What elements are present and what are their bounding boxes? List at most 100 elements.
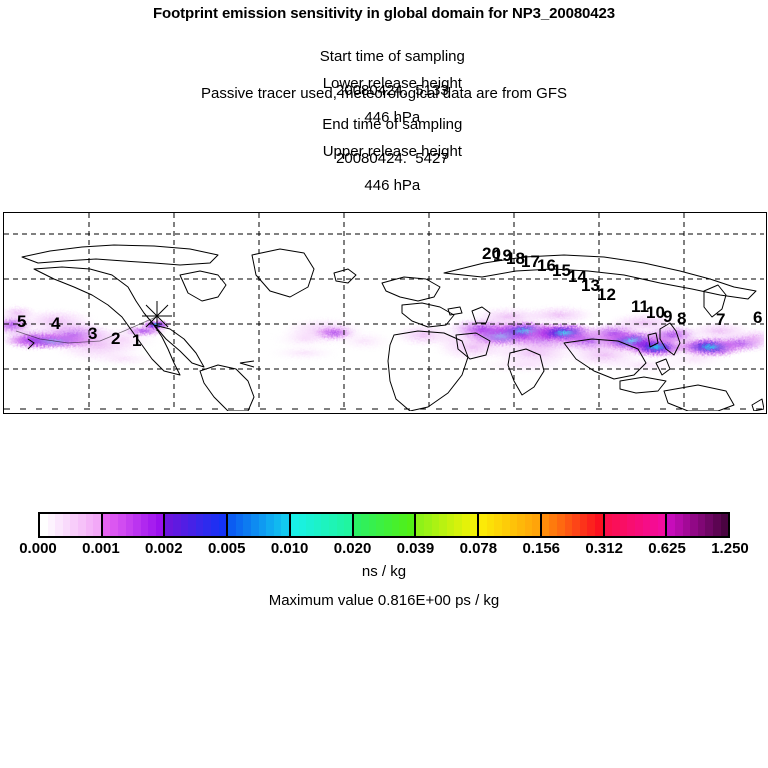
colorbar-cell bbox=[133, 514, 141, 536]
colorbar-cell bbox=[211, 514, 219, 536]
sampling-time-line: Start time of sampling 20080424. 5133 En… bbox=[0, 31, 768, 184]
colorbar-cell bbox=[564, 514, 573, 536]
colorbar-cell bbox=[454, 514, 462, 536]
colorbar-cell bbox=[416, 514, 424, 536]
colorbar-tick-0: 0.000 bbox=[19, 540, 57, 557]
day-label-15: 15 bbox=[552, 261, 571, 280]
maximum-value-label: Maximum value 0.816E+00 ps / kg bbox=[268, 592, 500, 609]
colorbar-cell bbox=[705, 514, 713, 536]
footprint-heatmap bbox=[4, 213, 764, 411]
lower-release-label: Lower release height bbox=[322, 75, 462, 92]
colorbar-cell bbox=[173, 514, 181, 536]
colorbar-cell bbox=[541, 514, 550, 536]
colorbar-cell bbox=[344, 514, 352, 536]
colorbar-cell bbox=[102, 514, 111, 536]
map-canvas bbox=[4, 213, 764, 411]
colorbar-cell bbox=[250, 514, 259, 536]
colorbar-segment-10 bbox=[667, 514, 729, 536]
colorbar-tick-10: 0.625 bbox=[648, 540, 686, 557]
day-label-12: 12 bbox=[597, 285, 616, 304]
day-label-7: 7 bbox=[716, 310, 726, 329]
colorbar-cell bbox=[627, 514, 635, 536]
sampling-start-value: 20080424. 5133 bbox=[336, 82, 449, 99]
day-label-1: 1 bbox=[132, 331, 142, 350]
colorbar bbox=[38, 512, 730, 538]
colorbar-cell bbox=[509, 514, 518, 536]
colorbar-tick-5: 0.020 bbox=[333, 540, 372, 557]
colorbar-tick-1: 0.001 bbox=[82, 540, 120, 557]
colorbar-unit-label: ns / kg bbox=[361, 563, 407, 580]
colorbar-cell bbox=[469, 514, 478, 536]
colorbar-cell bbox=[642, 514, 651, 536]
colorbar-cell bbox=[532, 514, 540, 536]
colorbar-tick-labels: 0.000 0.001 0.002 0.005 0.010 0.020 0.039 0.078… bbox=[0, 540, 768, 560]
colorbar-cell bbox=[321, 514, 329, 536]
upper-release-label: Upper release height bbox=[322, 143, 462, 160]
colorbar-tick-9: 0.312 bbox=[585, 540, 623, 557]
colorbar-cell bbox=[40, 514, 48, 536]
colorbar-cell bbox=[667, 514, 675, 536]
day-label-16: 16 bbox=[537, 256, 556, 275]
colorbar-cell bbox=[391, 514, 400, 536]
colorbar-cell bbox=[140, 514, 149, 536]
colorbar-cell bbox=[298, 514, 307, 536]
colorbar-cell bbox=[258, 514, 267, 536]
colorbar-cell bbox=[579, 514, 588, 536]
colorbar-segment-1 bbox=[102, 514, 166, 536]
colorbar-tick-2: 0.002 bbox=[145, 540, 183, 557]
sampling-start-label: Start time of sampling bbox=[319, 48, 465, 65]
colorbar-cell bbox=[70, 514, 78, 536]
colorbar-segment-0 bbox=[40, 514, 103, 536]
colorbar-cell bbox=[125, 514, 134, 536]
colorbar-cell bbox=[524, 514, 533, 536]
colorbar-cell bbox=[188, 514, 196, 536]
day-label-19: 19 bbox=[493, 246, 512, 265]
day-label-4: 4 bbox=[51, 314, 61, 333]
release-point-star bbox=[142, 301, 172, 331]
release-height-line: Lower release height 446 hPa Upper relea… bbox=[0, 58, 768, 211]
colorbar-cell bbox=[587, 514, 596, 536]
colorbar-cell bbox=[77, 514, 86, 536]
colorbar-cell bbox=[228, 514, 236, 536]
colorbar-cell bbox=[243, 514, 251, 536]
colorbar-cell bbox=[461, 514, 470, 536]
day-label-11: 11 bbox=[631, 297, 649, 316]
day-label-14: 14 bbox=[568, 267, 587, 286]
colorbar-cell bbox=[55, 514, 63, 536]
colorbar-cell bbox=[148, 514, 156, 536]
colorbar-cell bbox=[336, 514, 345, 536]
day-label-3: 3 bbox=[88, 324, 98, 343]
colorbar-segment-3 bbox=[228, 514, 291, 536]
colorbar-cell bbox=[431, 514, 440, 536]
colorbar-cell bbox=[47, 514, 56, 536]
day-label-13: 13 bbox=[581, 276, 600, 295]
colorbar-segment-2 bbox=[165, 514, 229, 536]
trajectory-overlay bbox=[15, 316, 255, 368]
colorbar-tick-7: 0.078 bbox=[459, 540, 498, 557]
colorbar-cell bbox=[62, 514, 71, 536]
colorbar-segment-8 bbox=[541, 514, 605, 536]
tracer-note: Passive tracer used, meteorological data… bbox=[201, 85, 567, 102]
colorbar-cell bbox=[195, 514, 204, 536]
colorbar-cell bbox=[720, 514, 729, 536]
colorbar-cell bbox=[424, 514, 432, 536]
colorbar-cell bbox=[281, 514, 289, 536]
colorbar-cell bbox=[619, 514, 628, 536]
colorbar-cell bbox=[306, 514, 314, 536]
day-label-18: 18 bbox=[506, 249, 525, 268]
colorbar-segment-9 bbox=[604, 514, 668, 536]
colorbar-cell bbox=[486, 514, 495, 536]
colorbar-cell bbox=[93, 514, 101, 536]
colorbar-cell bbox=[479, 514, 487, 536]
colorbar-cell bbox=[235, 514, 244, 536]
colorbar-cell bbox=[353, 514, 362, 536]
page-title: Footprint emission sensitivity in global… bbox=[152, 5, 616, 22]
colorbar-cell bbox=[517, 514, 525, 536]
lower-release-value: 446 hPa bbox=[364, 109, 421, 126]
colorbar-segment-5 bbox=[353, 514, 417, 536]
colorbar-cell bbox=[595, 514, 603, 536]
colorbar-cell bbox=[634, 514, 643, 536]
colorbar-cell bbox=[501, 514, 510, 536]
colorbar-cell bbox=[368, 514, 377, 536]
